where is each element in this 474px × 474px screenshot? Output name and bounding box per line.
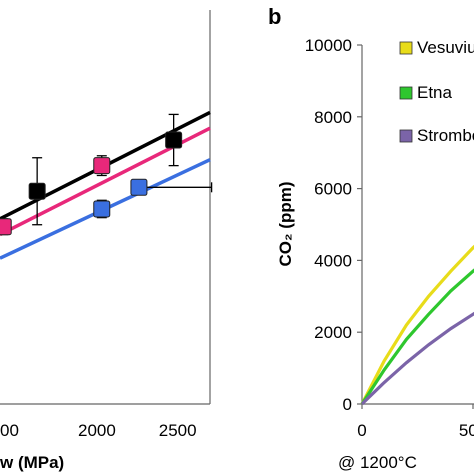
legend-swatch-1 xyxy=(399,86,413,100)
x-tick-label: 0 xyxy=(357,421,366,440)
data-point-s1-0 xyxy=(0,218,12,236)
y-tick-label: 6000 xyxy=(314,180,352,199)
y-tick-label: 8000 xyxy=(314,108,352,127)
legend-label-2: Stromboli xyxy=(417,126,474,145)
x-axis-label-a: w (MPa) xyxy=(0,453,64,472)
y-axis-label-b: CO₂ (ppm) xyxy=(276,182,295,267)
legend-label-1: Etna xyxy=(417,83,453,102)
x-tick-label: 2500 xyxy=(159,421,197,440)
caption-temperature: @ 1200°C xyxy=(338,453,417,472)
legend-label-0: Vesuvius xyxy=(417,38,474,57)
x-tick-label: 500 xyxy=(459,421,474,440)
data-point-s2-0 xyxy=(93,200,111,218)
y-tick-label: 10000 xyxy=(305,36,352,55)
x-tick-label: 00 xyxy=(0,421,19,440)
data-point-s2-1 xyxy=(130,178,148,196)
y-tick-label: 0 xyxy=(343,395,352,414)
legend-swatch-2 xyxy=(399,129,413,143)
panel-letter-b: b xyxy=(268,4,281,29)
data-point-s0-1 xyxy=(165,131,183,149)
series-line-0 xyxy=(360,244,474,405)
panel-a: 00 2000 2500 w (MPa) xyxy=(0,10,213,472)
series-line-1 xyxy=(360,268,474,405)
panel-b: b 0 2000 4000 6000 8000 10000 0 500 CO₂ (ppm) @ 12… xyxy=(268,4,474,472)
data-point-s1-1 xyxy=(93,157,111,175)
y-tick-label: 4000 xyxy=(314,251,352,270)
legend-swatch-0 xyxy=(399,41,413,55)
y-tick-label: 2000 xyxy=(314,323,352,342)
series-line-2 xyxy=(360,311,474,406)
x-tick-label: 2000 xyxy=(78,421,116,440)
data-point-s0-0 xyxy=(28,182,46,200)
